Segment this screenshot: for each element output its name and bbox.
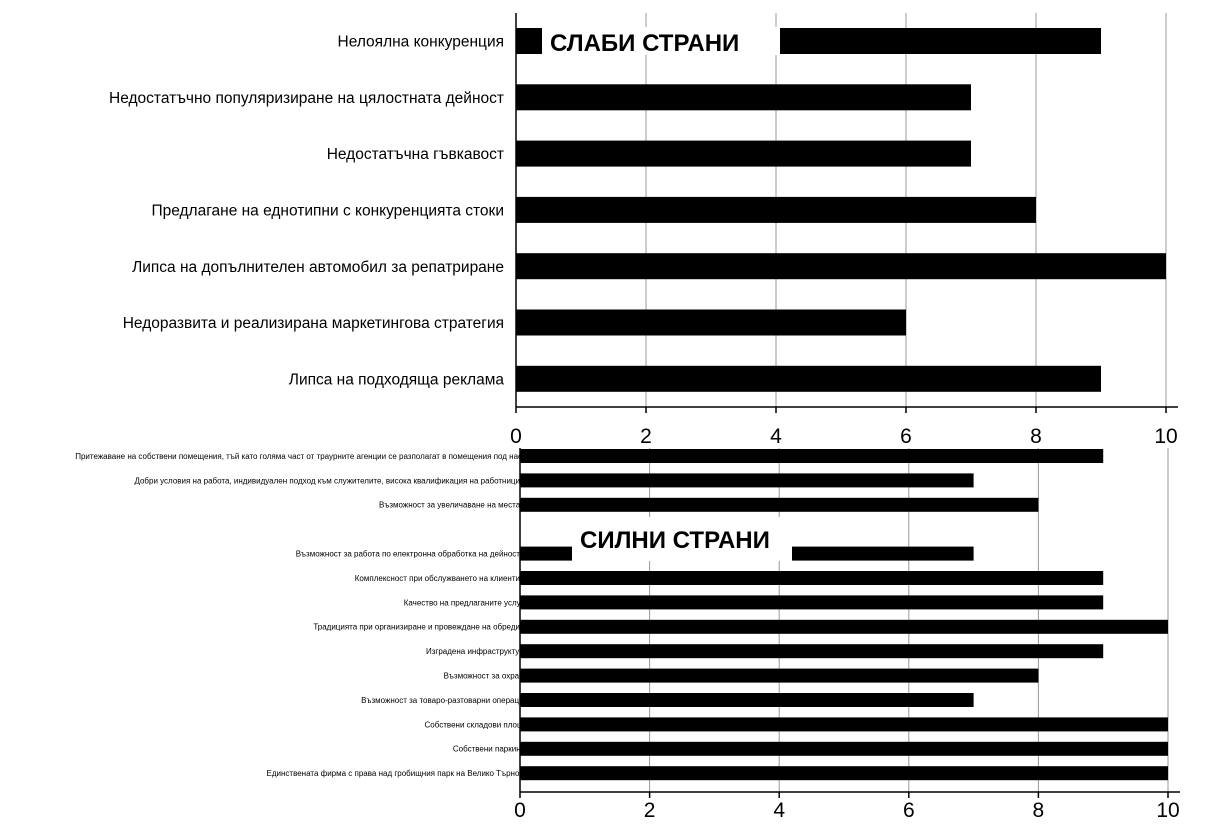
weakness-bar xyxy=(516,253,1166,280)
strength-category-label: Собствени паркинги xyxy=(453,745,528,754)
weakness-bar xyxy=(516,196,1036,223)
weakness-bar xyxy=(516,365,1101,392)
strength-overlay-label: СИЛНИ СТРАНИ xyxy=(580,527,770,554)
strength-bar xyxy=(520,766,1168,781)
weakness-overlay-label: СЛАБИ СТРАНИ xyxy=(550,30,739,57)
weakness-category-label: Недостатъчно популяризиране на цялостнат… xyxy=(109,90,504,107)
weakness-x-tick-label: 10 xyxy=(1154,425,1177,448)
weakness-x-tick-label: 6 xyxy=(900,425,912,448)
strength-bar xyxy=(520,619,1168,634)
strength-x-tick-label: 4 xyxy=(773,799,785,822)
strength-x-tick-label: 10 xyxy=(1156,799,1179,822)
strength-category-label: Комплексност при обслужването на клиенти… xyxy=(355,574,529,583)
strength-bar xyxy=(520,595,1104,610)
strength-bar xyxy=(520,473,974,488)
strength-category-label: Възможност за работа по електронна обраб… xyxy=(296,549,529,558)
weakness-category-label: Липса на подходяща реклама xyxy=(289,371,505,388)
strength-category-label: Добри условия на работа, индивидуален по… xyxy=(134,476,528,485)
strength-x-tick-label: 8 xyxy=(1033,799,1045,822)
strength-category-label: Единствената фирма с права над гробищния… xyxy=(267,769,529,778)
weakness-x-tick-label: 0 xyxy=(510,425,522,448)
weakness-bar xyxy=(516,309,906,336)
weakness-x-tick-label: 8 xyxy=(1030,425,1042,448)
weakness-category-label: Недостатъчна гъвкавост xyxy=(327,146,504,163)
strength-bar xyxy=(520,741,1168,756)
strength-bar xyxy=(520,644,1104,659)
strength-x-tick-label: 6 xyxy=(903,799,915,822)
strength-x-tick-label: 2 xyxy=(644,799,656,822)
strength-category-label: Възможност за охрана xyxy=(444,671,529,680)
weakness-category-label: Недоразвита и реализирана маркетингова с… xyxy=(123,315,504,332)
strength-bar xyxy=(520,449,1104,463)
strength-category-label: Собствени складови площи xyxy=(425,720,528,729)
strength-category-label: Възможност за увеличаване на местата xyxy=(379,501,529,510)
strength-x-tick-label: 0 xyxy=(514,799,526,822)
strengths-chart: 0 2 4 6 8 10 Притежаване на собствени помещени… xyxy=(75,448,1180,822)
weakness-category-label: Липса на допълнителен автомобил за репат… xyxy=(132,259,504,276)
weakness-overlay-box xyxy=(542,27,780,55)
strength-category-label: Изградена инфраструктура xyxy=(426,647,529,656)
strength-category-label: Възможност за товаро-разтоварни операции xyxy=(361,696,528,705)
strength-overlay-box xyxy=(572,517,792,561)
strength-bar xyxy=(520,717,1168,732)
strength-bar xyxy=(520,668,1039,683)
strength-category-label: Качество на предлаганите услуги xyxy=(404,598,528,607)
weaknesses-chart: 0 2 4 6 8 10 Нелоялна конкуренция Недостатъчно … xyxy=(109,13,1178,448)
strength-category-label: Притежаване на собствени помещения, тъй … xyxy=(75,452,528,461)
strength-category-label: Традицията при организиране и провеждане… xyxy=(313,623,528,632)
strength-bar xyxy=(520,497,1039,512)
weakness-category-label: Предлагане на еднотипни с конкуренцията … xyxy=(151,202,504,219)
weakness-category-label: Нелоялна конкуренция xyxy=(338,34,504,51)
weakness-x-tick-label: 4 xyxy=(770,425,782,448)
weakness-x-tick-label: 2 xyxy=(640,425,652,448)
weakness-bar xyxy=(516,84,971,111)
strength-bar xyxy=(520,571,1104,585)
strength-bar xyxy=(520,693,974,707)
weakness-bar xyxy=(516,140,971,167)
